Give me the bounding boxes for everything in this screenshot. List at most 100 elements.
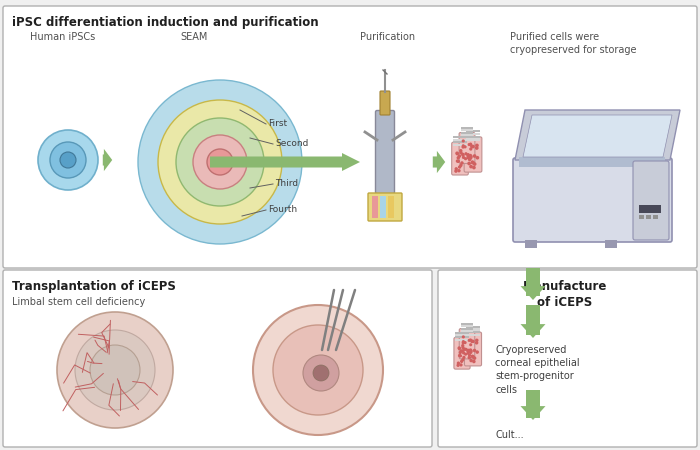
Circle shape [461, 358, 465, 361]
Circle shape [469, 156, 472, 160]
Circle shape [464, 157, 467, 160]
Text: Second: Second [275, 140, 309, 148]
Circle shape [475, 338, 479, 342]
Bar [466, 139, 480, 141]
Circle shape [193, 135, 247, 189]
Circle shape [456, 159, 459, 163]
Bar [461, 323, 473, 325]
Circle shape [456, 160, 460, 163]
Text: Limbal stem cell deficiency: Limbal stem cell deficiency [12, 297, 146, 307]
Circle shape [473, 356, 476, 360]
Circle shape [457, 169, 461, 172]
Bar [453, 139, 467, 141]
Circle shape [464, 152, 468, 155]
Circle shape [468, 339, 470, 342]
FancyBboxPatch shape [3, 6, 697, 268]
Bar [466, 135, 480, 138]
Bar [461, 134, 473, 136]
Bar [605, 240, 617, 248]
FancyBboxPatch shape [513, 158, 672, 242]
Circle shape [471, 145, 475, 148]
Circle shape [466, 350, 470, 353]
Circle shape [466, 154, 470, 158]
Bar [461, 330, 473, 332]
Circle shape [456, 152, 459, 155]
Circle shape [466, 352, 470, 355]
Circle shape [475, 156, 480, 160]
Bar [461, 325, 473, 327]
Circle shape [303, 355, 339, 391]
Text: Manufacture
of iCEPS: Manufacture of iCEPS [523, 280, 607, 310]
Circle shape [470, 160, 475, 164]
Circle shape [470, 359, 473, 362]
Circle shape [473, 154, 477, 158]
Circle shape [461, 153, 465, 157]
Text: Cryopreserved
corneal epithelial
stem-progenitor
cells: Cryopreserved corneal epithelial stem-pr… [495, 345, 580, 395]
Bar [453, 144, 467, 146]
Bar [526, 390, 540, 418]
Circle shape [90, 345, 140, 395]
Circle shape [38, 130, 98, 190]
Circle shape [461, 346, 465, 349]
Circle shape [461, 349, 465, 352]
Bar [456, 334, 468, 336]
Bar [461, 127, 473, 129]
Circle shape [473, 162, 477, 166]
Circle shape [471, 355, 475, 359]
Bar [388, 196, 394, 218]
Circle shape [469, 148, 472, 151]
Bar [466, 331, 480, 333]
Circle shape [468, 356, 471, 360]
FancyBboxPatch shape [375, 111, 395, 194]
Circle shape [456, 361, 460, 365]
Circle shape [461, 153, 465, 156]
Bar [525, 240, 537, 248]
Text: Human iPSCs: Human iPSCs [30, 32, 95, 42]
FancyBboxPatch shape [465, 332, 482, 366]
Circle shape [468, 143, 471, 146]
Text: Purified cells were
cryopreserved for storage: Purified cells were cryopreserved for st… [510, 32, 636, 55]
FancyBboxPatch shape [452, 142, 468, 175]
Circle shape [273, 325, 363, 415]
FancyBboxPatch shape [464, 137, 482, 172]
Circle shape [207, 149, 233, 175]
Circle shape [158, 100, 282, 224]
Circle shape [472, 166, 476, 169]
FancyArrow shape [210, 153, 360, 171]
Bar [453, 136, 467, 138]
Circle shape [462, 335, 465, 338]
Circle shape [176, 118, 264, 206]
Circle shape [462, 351, 465, 355]
Bar [380, 196, 386, 218]
Circle shape [458, 165, 461, 169]
Bar [526, 268, 540, 296]
Circle shape [475, 341, 478, 345]
Circle shape [471, 340, 475, 343]
Circle shape [469, 155, 472, 159]
Circle shape [469, 348, 472, 352]
Polygon shape [523, 115, 672, 157]
Circle shape [459, 164, 463, 167]
Bar [461, 129, 473, 131]
Circle shape [458, 354, 462, 357]
Circle shape [463, 347, 466, 351]
Circle shape [471, 161, 475, 165]
Circle shape [475, 144, 479, 147]
Bar [461, 131, 473, 134]
Circle shape [461, 145, 465, 148]
Circle shape [138, 80, 302, 244]
Circle shape [464, 348, 468, 351]
Circle shape [466, 153, 470, 156]
FancyBboxPatch shape [380, 91, 390, 115]
Circle shape [468, 158, 471, 161]
FancyBboxPatch shape [3, 270, 432, 447]
Circle shape [462, 156, 465, 159]
Circle shape [458, 347, 461, 350]
Circle shape [469, 343, 472, 346]
Bar [526, 305, 540, 335]
Circle shape [253, 305, 383, 435]
Circle shape [463, 145, 467, 148]
Circle shape [469, 351, 472, 354]
Circle shape [469, 350, 472, 353]
Bar [372, 196, 378, 218]
